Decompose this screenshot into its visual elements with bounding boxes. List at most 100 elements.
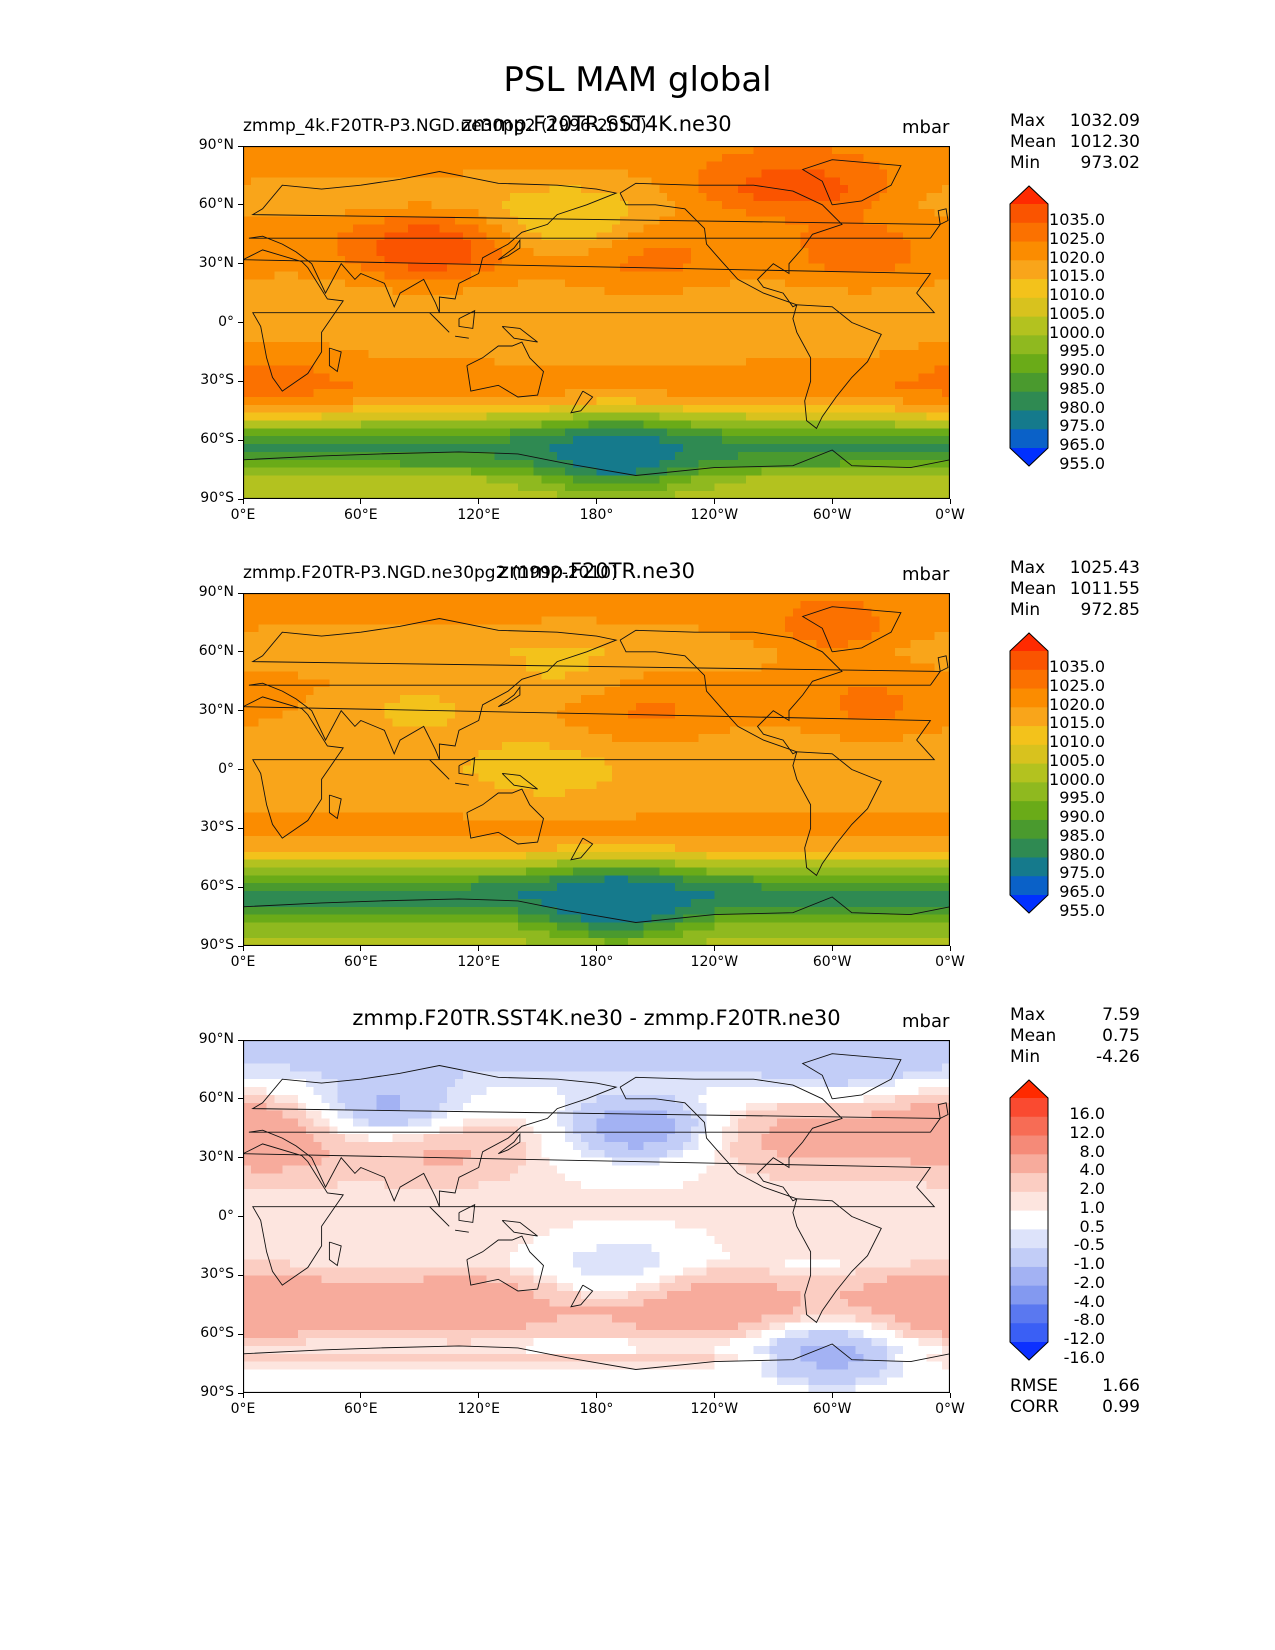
contour-cell [274, 647, 283, 657]
contour-cell [250, 357, 260, 367]
contour-cell [769, 451, 778, 461]
contour-cell [706, 224, 715, 233]
contour-cell [643, 326, 653, 335]
contour-cell [612, 247, 621, 257]
contour-cell [258, 193, 268, 202]
contour-cell [321, 389, 331, 398]
contour-cell [462, 451, 472, 461]
contour-cell [352, 616, 362, 625]
contour-cell [690, 279, 700, 288]
contour-cell [745, 640, 755, 649]
contour-cell [706, 436, 715, 445]
contour-cell [297, 436, 307, 445]
contour-cell [887, 247, 896, 257]
contour-cell [816, 240, 825, 249]
contour-cell [730, 255, 739, 265]
contour-cell [792, 593, 802, 602]
contour-cell [675, 271, 684, 280]
contour-cell [588, 389, 598, 398]
contour-cell [541, 655, 550, 665]
contour-cell [345, 279, 354, 288]
contour-cell [313, 342, 323, 351]
contour-cell [345, 616, 354, 625]
contour-cell [682, 153, 692, 163]
contour-cell [800, 224, 810, 233]
contour-cell [282, 593, 291, 602]
contour-cell [557, 451, 566, 461]
contour-cell [345, 349, 354, 359]
contour-cell [667, 373, 676, 382]
contour-cell [580, 467, 590, 477]
contour-cell [368, 444, 378, 453]
contour-cell [753, 342, 763, 351]
contour-cell [651, 271, 660, 280]
contour-cell [525, 467, 535, 477]
contour-cell [407, 389, 417, 398]
contour-cell [525, 263, 535, 273]
contour-cell [730, 193, 739, 202]
contour-cell [345, 271, 354, 280]
contour-cell [580, 412, 590, 422]
contour-cell [360, 334, 370, 343]
contour-cell [910, 608, 920, 618]
contour-cell [926, 146, 935, 155]
contour-cell [486, 271, 495, 280]
contour-cell [714, 647, 723, 657]
contour-cell [792, 185, 802, 194]
contour-cell [572, 271, 582, 280]
contour-cell [722, 240, 731, 249]
contour-cell [737, 381, 747, 390]
contour-cell [706, 444, 715, 453]
contour-cell [494, 208, 503, 218]
contour-cell [596, 224, 605, 233]
contour-cell [753, 357, 763, 367]
contour-cell [352, 216, 362, 226]
contour-cell [706, 295, 715, 304]
contour-cell [305, 193, 315, 202]
contour-cell [816, 216, 825, 226]
contour-cell [855, 232, 865, 241]
contour-cell [682, 491, 692, 499]
contour-cell [580, 381, 590, 390]
contour-cell [675, 632, 684, 641]
contour-cell [730, 608, 739, 618]
contour-cell [596, 451, 605, 461]
contour-cell [855, 616, 865, 625]
contour-cell [557, 357, 566, 367]
contour-cell [675, 240, 684, 249]
contour-cell [494, 451, 503, 461]
contour-cell [494, 647, 503, 657]
contour-cell [470, 420, 480, 429]
contour-cell [722, 146, 731, 155]
contour-cell [400, 357, 409, 367]
contour-cell [698, 279, 708, 288]
contour-cell [934, 302, 943, 312]
contour-cell [785, 436, 794, 445]
contour-cell [494, 271, 503, 280]
contour-cell [902, 287, 912, 296]
contour-cell [887, 326, 896, 335]
contour-cell [352, 153, 362, 163]
contour-cell [352, 444, 362, 453]
contour-cell [533, 616, 543, 625]
contour-cell [895, 208, 904, 218]
contour-cell [832, 302, 841, 312]
contour-cell [447, 647, 456, 657]
contour-cell [455, 208, 464, 218]
contour-cell [588, 459, 598, 469]
contour-cell [502, 334, 511, 343]
contour-cell [934, 593, 943, 602]
contour-cell [714, 232, 723, 241]
contour-cell [832, 467, 841, 477]
contour-cell [643, 232, 653, 241]
contour-cell [352, 593, 362, 602]
contour-cell [706, 404, 715, 414]
contour-cell [486, 451, 495, 461]
contour-cell [620, 365, 629, 375]
contour-cell [832, 389, 841, 398]
contour-cell [690, 428, 700, 437]
contour-cell [486, 255, 495, 265]
contour-cell [250, 279, 260, 288]
contour-cell [879, 342, 888, 351]
contour-cell [816, 208, 825, 218]
